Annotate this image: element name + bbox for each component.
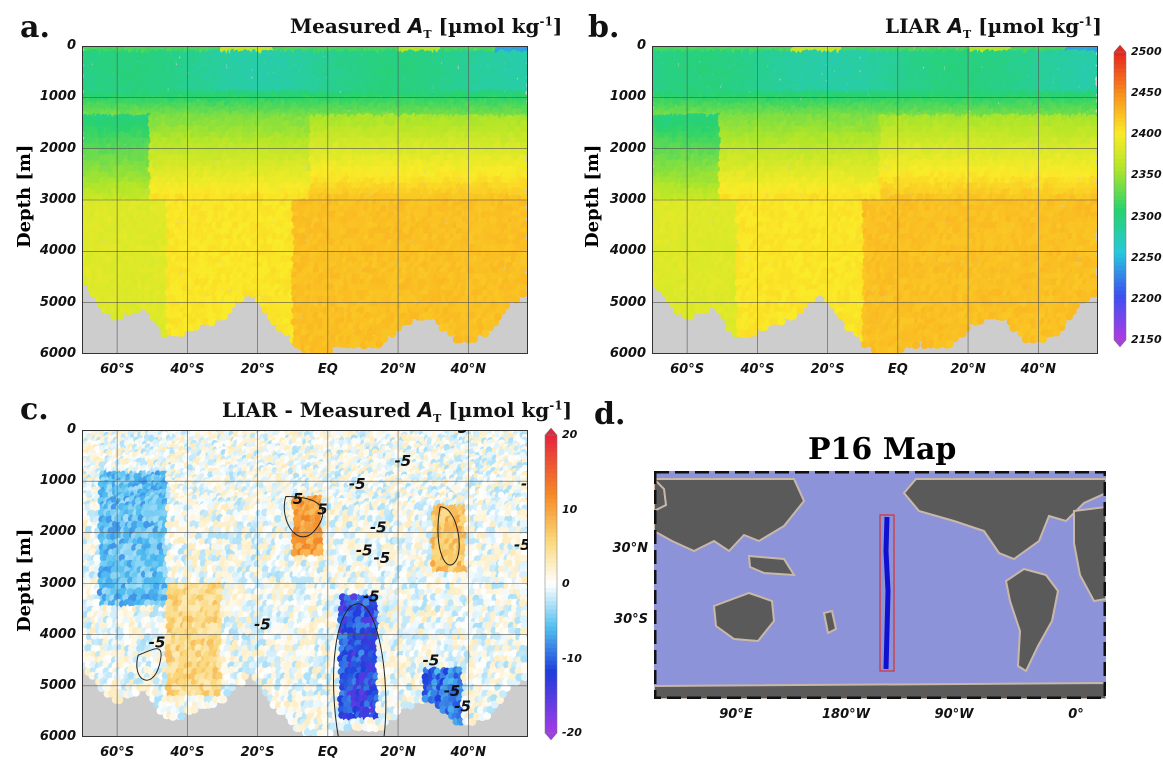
data-point [140, 226, 149, 235]
data-point [206, 153, 215, 162]
data-point [266, 215, 275, 224]
data-point [206, 226, 215, 235]
data-point [236, 203, 245, 212]
panel-a-title-var: A [407, 14, 424, 38]
data-point [92, 142, 101, 151]
data-point [206, 199, 215, 208]
data-point [132, 284, 140, 293]
data-point [157, 210, 166, 218]
data-point [219, 187, 228, 196]
data-point [139, 255, 148, 264]
data-point [156, 142, 165, 151]
panel-a-title-end: ] [552, 14, 563, 38]
data-point [206, 232, 215, 241]
data-point [231, 221, 240, 230]
data-point [105, 199, 114, 208]
data-point [97, 186, 106, 195]
data-point [181, 283, 190, 292]
data-point [202, 136, 211, 145]
data-point [173, 209, 182, 218]
data-point [105, 165, 114, 174]
data-point [224, 306, 233, 315]
data-point [261, 266, 270, 275]
data-point [84, 187, 93, 196]
panel-a-title-unit: [µmol kg [431, 14, 540, 38]
data-point [388, 329, 397, 338]
data-point [101, 221, 110, 230]
data-point [152, 267, 161, 276]
data-point [156, 295, 164, 304]
data-point [110, 312, 119, 321]
data-point [176, 216, 185, 224]
data-point [169, 299, 178, 308]
data-point [97, 261, 106, 270]
data-point [126, 228, 135, 236]
data-point [119, 210, 128, 219]
data-point [116, 311, 125, 320]
data-point [109, 261, 118, 270]
data-point [244, 238, 253, 247]
data-point [122, 158, 131, 167]
data-point [223, 283, 232, 292]
data-point [135, 204, 144, 213]
data-point [198, 125, 206, 134]
data-point [114, 216, 123, 225]
data-point [236, 294, 245, 303]
data-point [173, 52, 180, 59]
data-points [82, 46, 528, 354]
data-point [135, 171, 143, 179]
data-point [135, 141, 144, 150]
data-point [240, 153, 249, 161]
data-point [220, 312, 228, 321]
data-point [210, 249, 219, 258]
data-point [207, 255, 215, 264]
data-point [182, 227, 190, 235]
panel-a-title-sup: -1 [539, 14, 553, 29]
data-point [253, 289, 262, 297]
data-point [177, 329, 186, 337]
panel-a-letter: a. [20, 10, 50, 45]
data-point [270, 317, 278, 326]
data-point [245, 232, 253, 241]
data-point [241, 130, 250, 139]
data-point [215, 255, 223, 264]
data-point [210, 181, 219, 190]
data-point [231, 175, 240, 184]
data-point [198, 288, 207, 297]
data-point [231, 289, 240, 298]
data-point [206, 238, 215, 247]
panel-a-plot [82, 46, 528, 354]
data-point [160, 329, 169, 338]
data-point [88, 148, 97, 157]
data-point [89, 232, 97, 241]
data-point [207, 124, 216, 133]
panel-a-title: Measured AT [µmol kg-1] [290, 14, 562, 41]
data-point [126, 306, 135, 315]
data-point [172, 272, 181, 281]
panel-a-ylabel: Depth [m] [14, 144, 35, 248]
panel-a-title-sub: T [423, 28, 432, 41]
panel-a-title-prefix: Measured [290, 14, 408, 38]
data-point [139, 182, 148, 191]
data-point [274, 226, 282, 235]
data-point [249, 266, 258, 275]
data-point [231, 283, 240, 292]
data-point [223, 254, 232, 263]
data-point [190, 159, 199, 167]
data-point [261, 260, 270, 269]
data-point [139, 188, 148, 197]
data-point [227, 300, 236, 309]
data-point [155, 232, 164, 241]
